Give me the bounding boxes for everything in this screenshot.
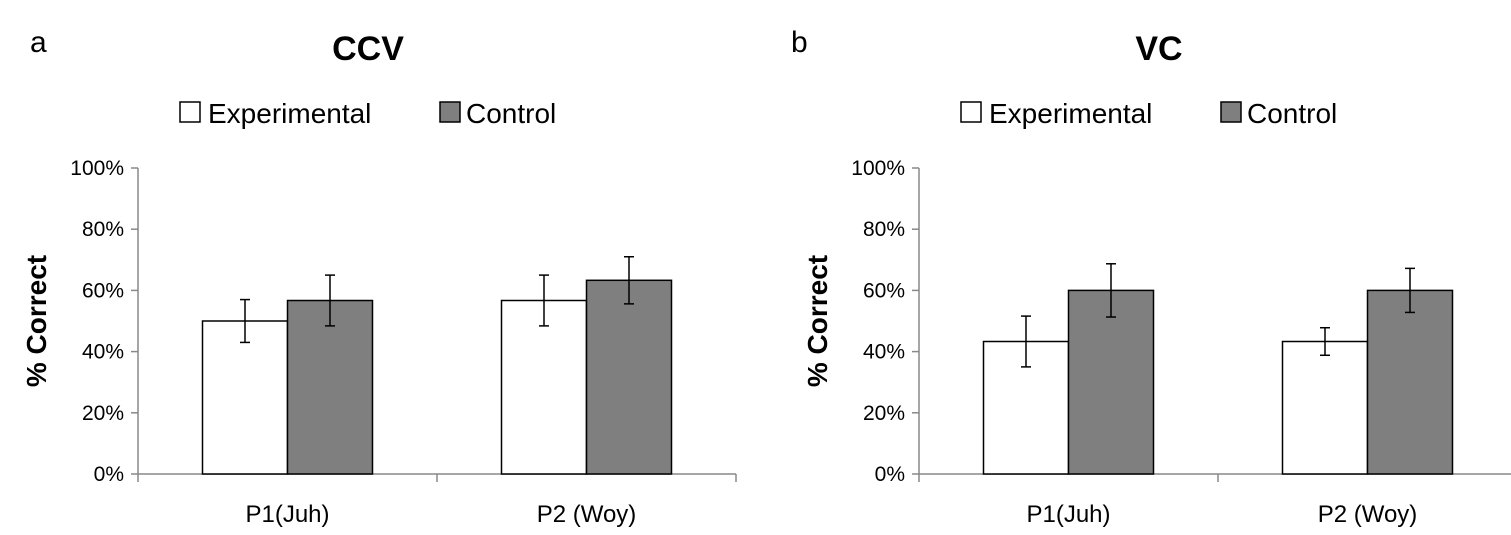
legend: Experimental Control xyxy=(179,98,556,129)
legend-label-control: Control xyxy=(466,98,556,129)
y-tick-label: 80% xyxy=(82,218,124,241)
y-axis-label: % Correct xyxy=(21,255,52,387)
panel-letter: a xyxy=(30,26,47,59)
bar-experimental-0 xyxy=(201,320,289,475)
y-tick-label: 20% xyxy=(863,402,905,425)
bar-experimental-1 xyxy=(500,299,588,475)
bars xyxy=(201,255,673,475)
bar-control-1 xyxy=(585,279,673,475)
x-category-label: P2 (Woy) xyxy=(1318,501,1418,528)
y-tick-label: 40% xyxy=(82,341,124,364)
y-tick-label: 80% xyxy=(863,218,905,241)
chart-panel-b: b VC Experimental Control 0% 20% 40% 60% 80% 100%… xyxy=(791,26,1511,528)
legend-swatch-experimental xyxy=(960,101,982,123)
y-axis: 0% 20% 40% 60% 80% 100% xyxy=(851,157,920,486)
y-tick-label: 0% xyxy=(875,463,905,486)
legend-swatch-control xyxy=(439,101,461,123)
y-tick-label: 60% xyxy=(82,279,124,302)
y-axis: 0% 20% 40% 60% 80% 100% xyxy=(70,157,139,486)
chart-panel-a: a CCV Experimental Control 0% 20% 40% 60% 80% 100… xyxy=(21,26,737,528)
y-tick-label: 60% xyxy=(863,279,905,302)
y-axis-label: % Correct xyxy=(802,255,833,387)
bars xyxy=(982,263,1454,475)
x-category-label: P2 (Woy) xyxy=(537,501,637,528)
legend-label-experimental: Experimental xyxy=(208,98,371,129)
x-category-label: P1(Juh) xyxy=(245,501,329,528)
bar-control-0 xyxy=(1067,289,1155,475)
legend-label-control: Control xyxy=(1247,98,1337,129)
y-tick-label: 100% xyxy=(851,157,905,180)
chart-title: VC xyxy=(1135,30,1182,68)
legend-swatch-experimental xyxy=(179,101,201,123)
panel-letter: b xyxy=(791,26,808,59)
legend: Experimental Control xyxy=(960,98,1337,129)
bar-control-0 xyxy=(286,299,374,475)
x-axis: P1(Juh) P2 (Woy) xyxy=(137,473,737,528)
y-tick-label: 40% xyxy=(863,341,905,364)
legend-label-experimental: Experimental xyxy=(989,98,1152,129)
bar-experimental-1 xyxy=(1281,340,1369,475)
bar-control-1 xyxy=(1366,289,1454,475)
legend-swatch-control xyxy=(1220,101,1242,123)
chart-title: CCV xyxy=(332,30,404,68)
y-tick-label: 0% xyxy=(94,463,124,486)
x-axis: P1(Juh) P2 (Woy) xyxy=(918,473,1511,528)
y-tick-label: 20% xyxy=(82,402,124,425)
y-tick-label: 100% xyxy=(70,157,124,180)
x-category-label: P1(Juh) xyxy=(1026,501,1110,528)
